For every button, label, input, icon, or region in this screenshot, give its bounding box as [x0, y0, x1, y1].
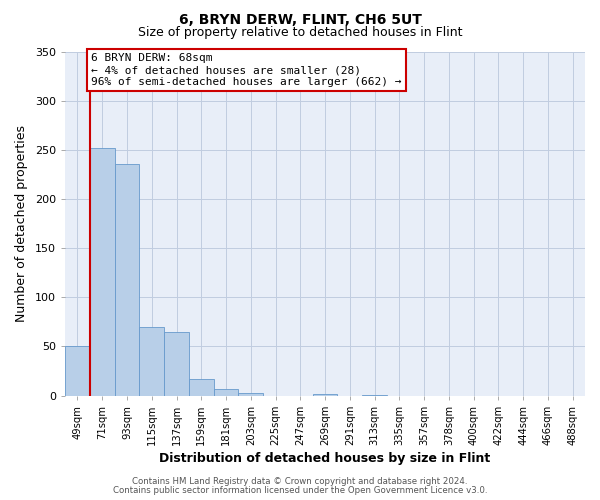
Bar — [214, 389, 238, 396]
Text: 6 BRYN DERW: 68sqm
← 4% of detached houses are smaller (28)
96% of semi-detached: 6 BRYN DERW: 68sqm ← 4% of detached hous… — [91, 54, 401, 86]
Bar — [90, 148, 115, 396]
Bar — [238, 392, 263, 396]
Bar — [313, 394, 337, 396]
Bar — [164, 332, 189, 396]
Y-axis label: Number of detached properties: Number of detached properties — [15, 125, 28, 322]
Text: Size of property relative to detached houses in Flint: Size of property relative to detached ho… — [138, 26, 462, 39]
Bar — [115, 164, 139, 396]
Bar — [362, 394, 387, 396]
Text: Contains HM Land Registry data © Crown copyright and database right 2024.: Contains HM Land Registry data © Crown c… — [132, 477, 468, 486]
X-axis label: Distribution of detached houses by size in Flint: Distribution of detached houses by size … — [160, 452, 491, 465]
Text: Contains public sector information licensed under the Open Government Licence v3: Contains public sector information licen… — [113, 486, 487, 495]
Bar — [65, 346, 90, 396]
Bar — [139, 327, 164, 396]
Text: 6, BRYN DERW, FLINT, CH6 5UT: 6, BRYN DERW, FLINT, CH6 5UT — [179, 12, 421, 26]
Bar — [189, 379, 214, 396]
